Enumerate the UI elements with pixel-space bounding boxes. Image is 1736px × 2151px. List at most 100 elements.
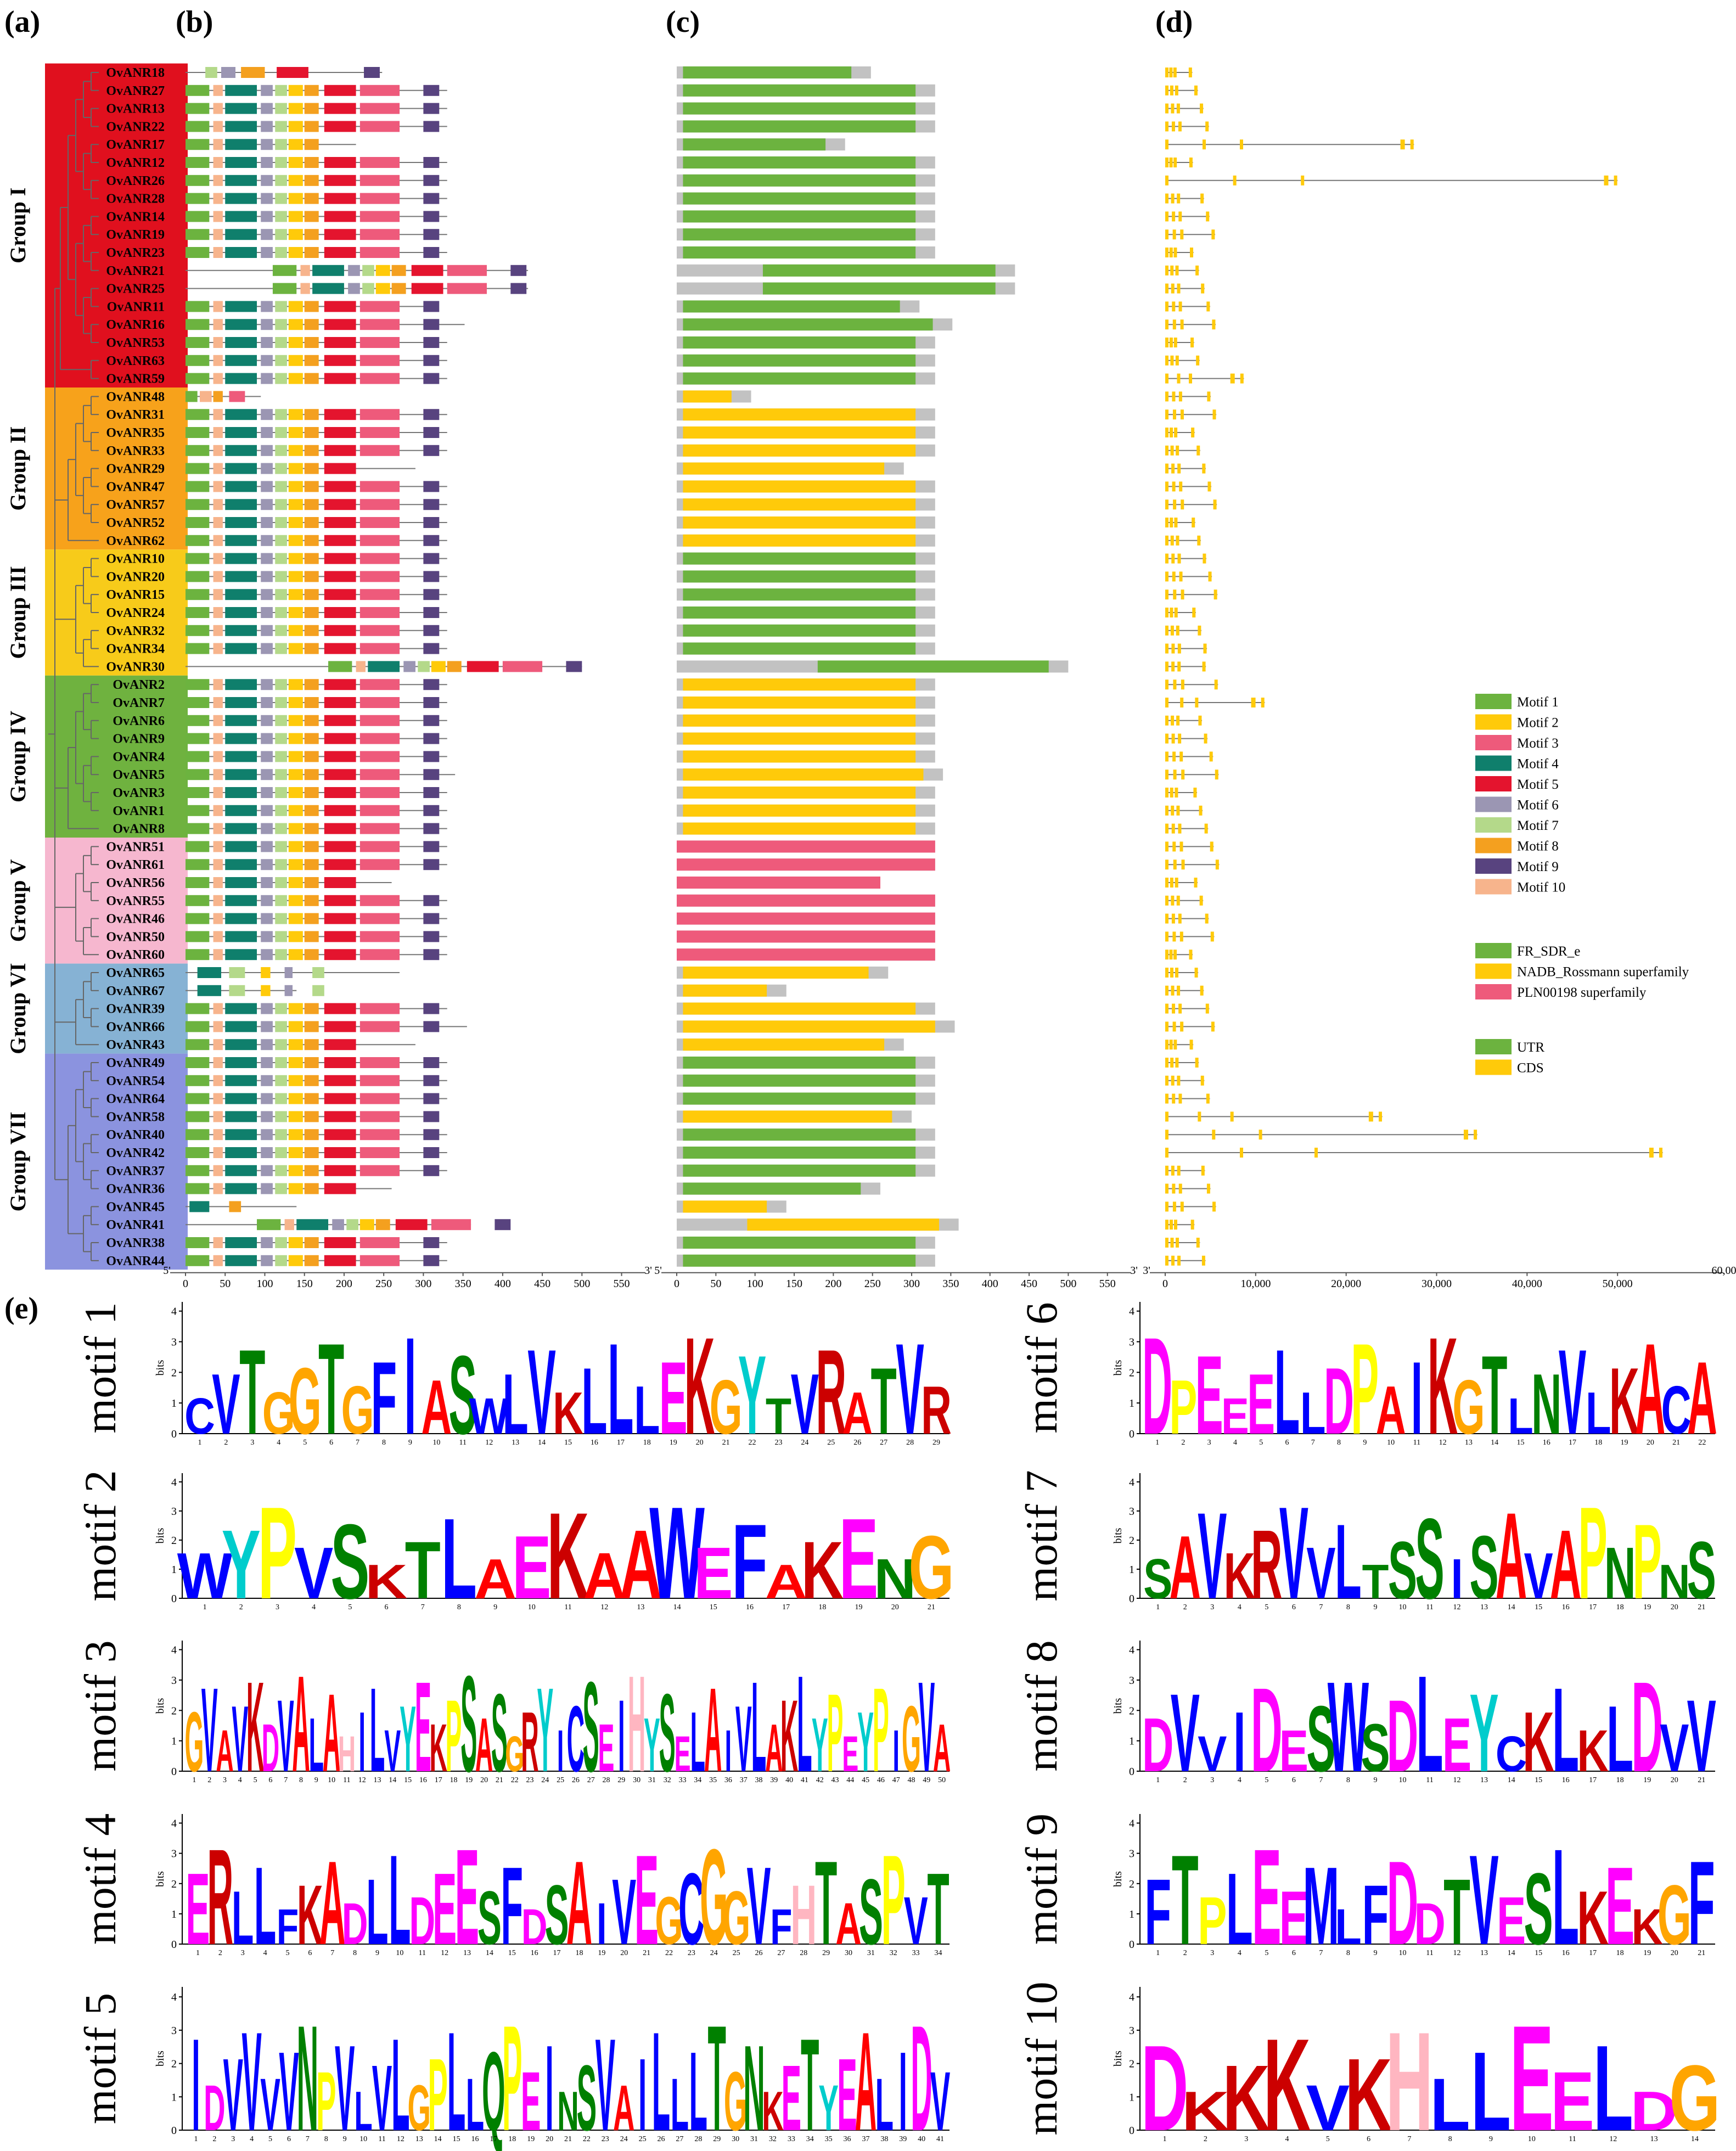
legend-label-structure: UTR [1517,1040,1544,1055]
logo-letter: S [1524,1853,1553,1967]
logo-position-label: 19 [855,1603,863,1611]
motif-8-box [304,445,319,456]
cds-box [1177,643,1181,654]
motif-8-box [304,607,319,618]
motif-9-box [423,1165,440,1176]
logo-position-label: 8 [457,1603,461,1611]
motif-1-box [186,715,210,726]
logo-letter: T [1482,1333,1508,1458]
motif-7-box [275,1093,287,1104]
motif-9-box [423,913,440,924]
legend-label-motif-7: Motif 7 [1517,818,1559,833]
motif-8-box [304,229,319,240]
cds-box [1165,1238,1168,1248]
axis-c-tick-label: 100 [747,1278,763,1290]
motif-1-box [186,1255,210,1266]
cds-box [1368,1111,1373,1122]
cds-box [1177,661,1181,672]
motif-2-box [288,85,303,96]
cds-box [1180,1021,1184,1032]
motif-3-box [359,535,400,546]
cds-box [1172,1093,1176,1104]
logo-letter-group: A [323,1671,340,1795]
legend-swatch-domain [1475,984,1512,999]
logo-position-label: 9 [1373,1949,1377,1957]
logo-letter: T [766,1388,791,1445]
motif-4-box [225,517,257,528]
motif-1-box [186,121,210,132]
motif-8-box [304,103,319,114]
motif-2-box [288,1237,303,1248]
logo-letter: E [512,1518,551,1618]
motif-1-box [186,1075,210,1086]
motif-9-box [423,1093,440,1104]
cds-box [1189,950,1193,960]
logo-letter: P [446,1678,462,1793]
logo-letter: V [1306,2072,1350,2144]
logo-letter: C [567,1687,585,1791]
motif-2-box [288,1093,303,1104]
motif-3-box [359,1093,400,1104]
logo-letter: E [634,1829,659,1972]
logo-letter: V [372,2046,392,2150]
logo-letter: S [859,1860,883,1964]
motif-8-box [304,895,319,906]
logo-position-label: 13 [1650,2135,1658,2143]
cds-box [1200,103,1204,114]
motif-10-box [213,895,223,906]
logo-position-label: 26 [572,1776,580,1784]
cds-box [1170,518,1173,527]
motif-10-box [213,85,223,96]
logo-letter-group: K [430,1710,447,1785]
domain-box [683,318,933,331]
logo-letter: P [258,1480,297,1626]
logo-letter-group: E [842,1726,858,1782]
motif-3-box [431,1219,471,1231]
logo-letter-group: F [1688,1837,1715,1970]
cds-box [1197,535,1201,546]
logo-letter: L [1417,1648,1443,1801]
domain-box [683,66,852,78]
motif-10-box [213,679,223,690]
logo-position-label: 16 [591,1439,598,1447]
motif-logo-label-3: motif 3 [75,1640,125,1771]
axis-b-tick-label: 50 [220,1278,231,1290]
motif-4-box [225,463,257,474]
logo-position-label: 13 [1480,1776,1488,1784]
motif-6-box [261,625,273,636]
motif-9-box [423,643,440,654]
cds-box [1172,481,1176,492]
logo-letter-group: L [634,1372,660,1448]
motif-5-box [324,1129,356,1141]
logo-letter-group: A [319,1837,346,1970]
domain-box [683,300,900,313]
motif-2-box [288,499,303,510]
cds-box [1212,319,1216,330]
cds-box [1165,589,1168,600]
motif-10-box [213,1147,223,1158]
cds-box [1200,985,1204,996]
motif-3-box [359,859,400,870]
logo-letter-group: S [491,1671,508,1795]
domain-box [683,678,916,691]
axis-c-tick-label: 0 [674,1278,679,1290]
motif-1-box [186,535,210,546]
logo-letter-group: E [1510,1994,1554,2151]
logo-bits-label: bits [154,2051,166,2066]
logo-letter-group: W [1328,1656,1369,1799]
logo-letter-group: E [1442,1703,1471,1788]
motif-4-box [225,535,257,546]
motif-8-box [304,85,319,96]
legend-label-domain: NADB_Rossmann superfamily [1517,965,1689,980]
logo-letter-group: L [1586,1380,1611,1447]
logo-letter: S [460,1648,477,1801]
motif-9-box [423,1003,440,1014]
logo-position-label: 16 [1562,1603,1570,1611]
logo-position-label: 4 [250,2135,254,2143]
cds-box [1176,445,1179,456]
motif-3-box [359,607,400,618]
motif-3-box [359,337,400,348]
logo-letter-group: A [613,2071,634,2144]
motif-3-box [359,247,400,258]
logo-letter: V [335,2021,355,2151]
